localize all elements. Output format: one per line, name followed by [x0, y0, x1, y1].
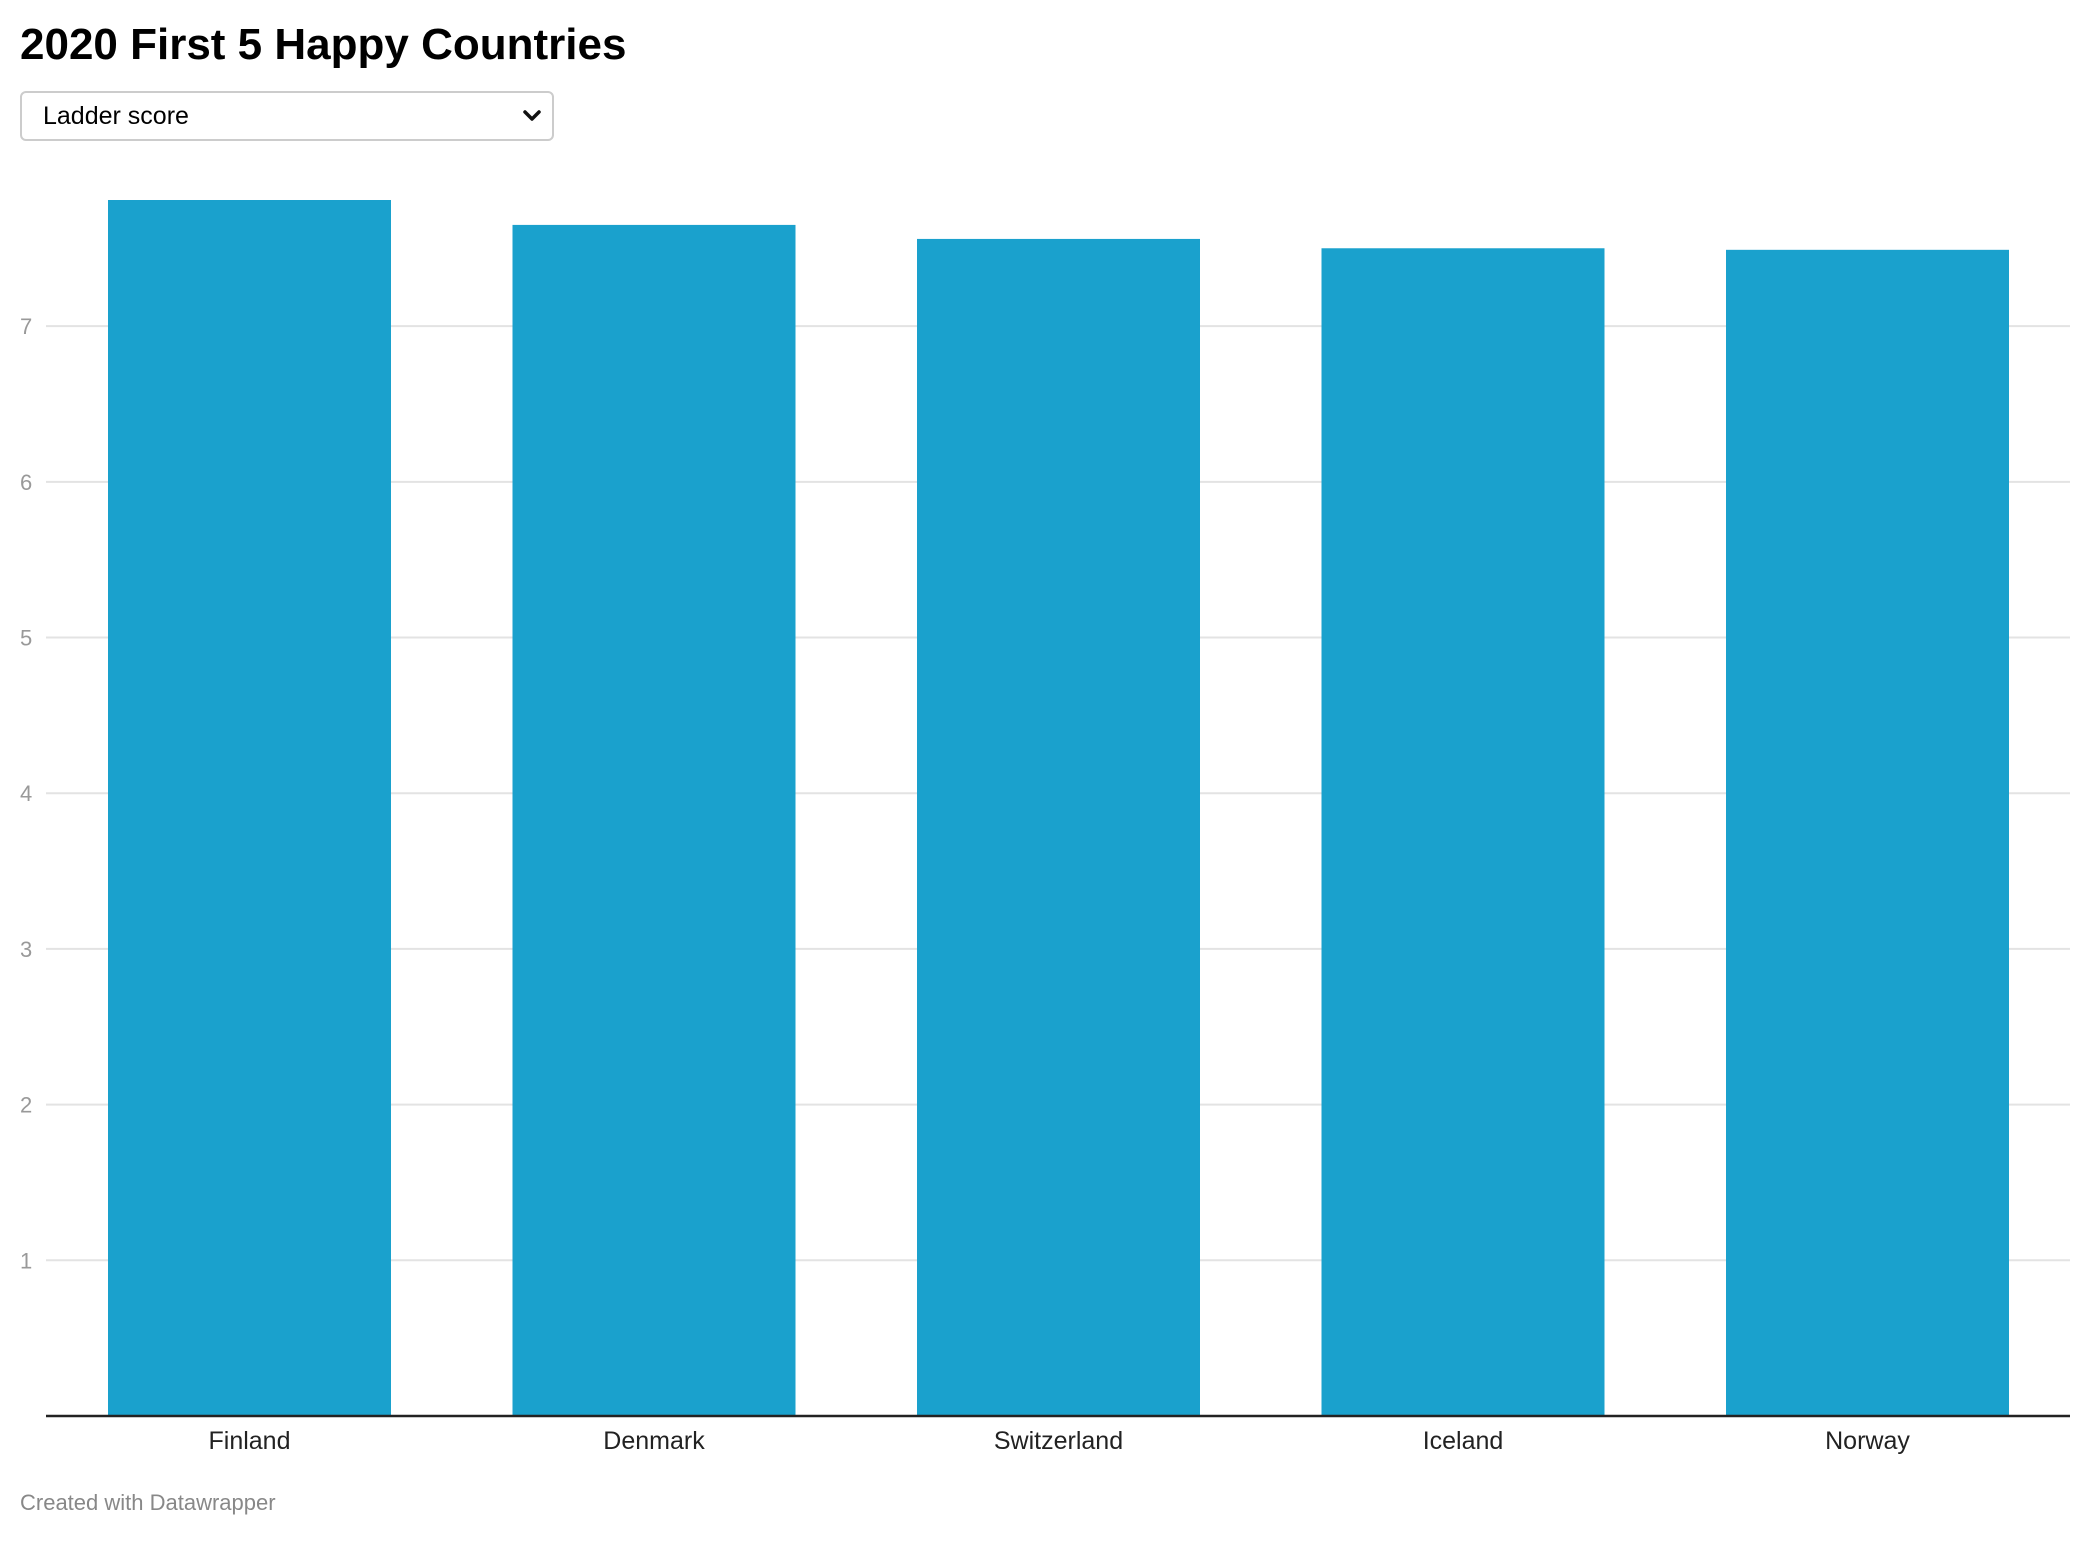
- bar-norway: [1726, 249, 2009, 1417]
- y-axis-ticks: 1 2 3 4 5 6 7: [20, 314, 32, 1273]
- x-tick-label: Iceland: [1423, 1427, 1504, 1455]
- bar-denmark: [512, 224, 796, 1417]
- y-tick-label: 1: [20, 1248, 32, 1273]
- y-tick-label: 2: [20, 1093, 32, 1118]
- y-tick-label: 7: [20, 314, 32, 339]
- y-tick-label: 6: [20, 470, 32, 495]
- bar-finland: [108, 200, 391, 1416]
- x-tick-label: Switzerland: [994, 1427, 1123, 1455]
- y-tick-label: 3: [20, 937, 32, 962]
- footer-credit: Created with Datawrapper: [20, 1490, 276, 1515]
- metric-select-value: Ladder score: [43, 102, 189, 130]
- bar-switzerland: [917, 238, 1200, 1417]
- y-tick-label: 4: [20, 781, 32, 806]
- metric-select[interactable]: Ladder score: [20, 91, 554, 141]
- chevron-down-icon: [523, 110, 541, 121]
- x-tick-label: Norway: [1825, 1427, 1910, 1455]
- bar-iceland: [1321, 248, 1605, 1416]
- x-tick-label: Finland: [209, 1427, 291, 1455]
- x-tick-label: Denmark: [603, 1427, 705, 1455]
- x-axis-labels: Finland Denmark Switzerland Iceland Norway: [209, 1427, 1911, 1455]
- y-tick-label: 5: [20, 626, 32, 651]
- bars: [108, 200, 2009, 1417]
- chart-title: 2020 First 5 Happy Countries: [20, 20, 627, 69]
